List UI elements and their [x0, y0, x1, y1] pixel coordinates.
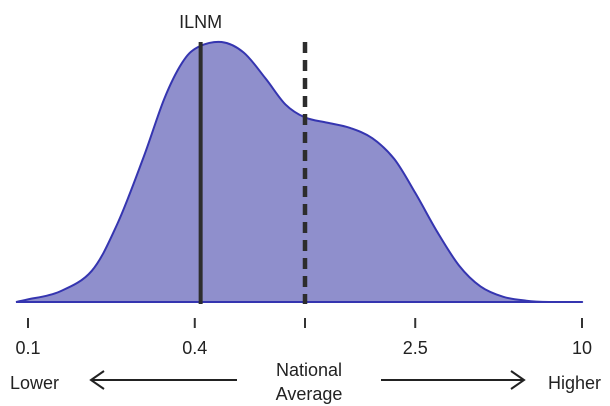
direction-legend: Lower Higher National Average	[10, 360, 601, 404]
national-average-label-line2: Average	[276, 384, 343, 404]
ilnm-marker-label: ILNM	[179, 12, 222, 32]
x-tick-label: 0.1	[15, 338, 40, 358]
right-arrow-icon	[510, 370, 526, 390]
left-arrow-icon	[89, 370, 105, 390]
reference-markers: ILNM	[179, 12, 308, 304]
x-tick-label: 2.5	[403, 338, 428, 358]
x-tick-label: 0.4	[182, 338, 207, 358]
x-axis-ticks: 0.1 0.4 2.5 10	[15, 318, 592, 358]
lower-label: Lower	[10, 373, 59, 393]
national-average-label-line1: National	[276, 360, 342, 380]
x-tick-label: 10	[572, 338, 592, 358]
density-area	[15, 40, 584, 303]
higher-label: Higher	[548, 373, 601, 393]
